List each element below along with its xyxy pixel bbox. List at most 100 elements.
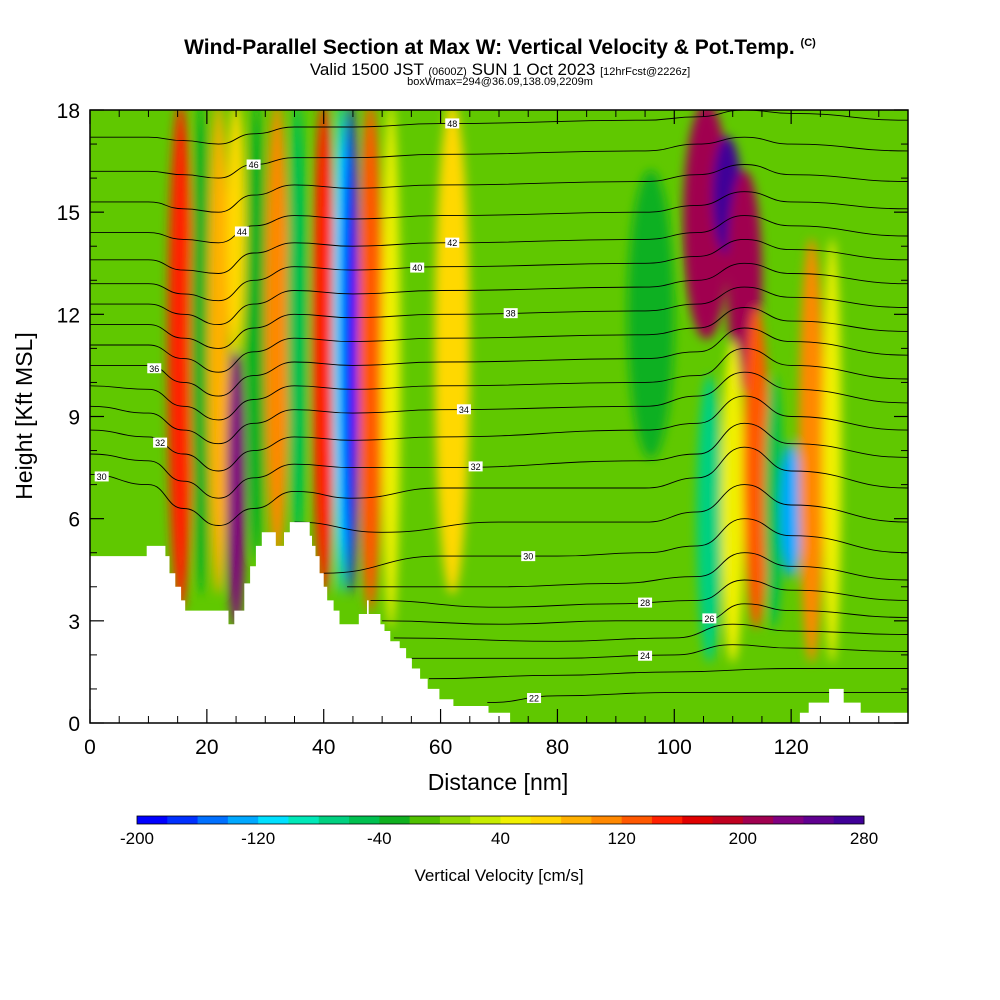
colorbar: -200 -120 -40 40 120 200 280 <box>120 815 878 848</box>
colorbar-swatch <box>500 816 532 824</box>
isentrope-label-bg <box>521 551 536 562</box>
colorbar-swatch <box>530 816 562 824</box>
isentrope-label: 26 <box>704 614 714 624</box>
colorbar-tick-label: -200 <box>120 829 154 848</box>
isentrope-line <box>90 327 908 397</box>
isentrope-line <box>411 644 908 659</box>
velocity-field <box>167 110 842 663</box>
velocity-cell <box>434 110 470 595</box>
colorbar-swatch <box>712 816 744 824</box>
isentrope-label-bg <box>153 437 168 448</box>
isentrope-line <box>90 395 908 472</box>
isentrope-line <box>428 668 908 680</box>
isentrope-label: 30 <box>97 472 107 482</box>
isentrope-label: 28 <box>640 598 650 608</box>
isentrope-line <box>90 286 908 349</box>
chart-subtitle: Valid 1500 JST (0600Z) SUN 1 Oct 2023 [1… <box>309 60 691 79</box>
x-tick-label: 80 <box>546 736 569 759</box>
isentrope-line <box>90 446 908 526</box>
velocity-cell <box>381 110 401 629</box>
isentrope-label-bg <box>638 597 653 608</box>
colorbar-tick-label: 200 <box>729 829 757 848</box>
colorbar-tick-label: 280 <box>850 829 878 848</box>
isentrope-label: 44 <box>237 227 247 237</box>
isentrope-line <box>90 422 908 499</box>
colorbar-swatch <box>227 816 259 824</box>
colorbar-swatch <box>137 816 168 824</box>
x-axis-title: Distance [nm] <box>428 769 569 795</box>
colorbar-swatch <box>833 816 865 824</box>
velocity-cell <box>696 374 723 663</box>
x-tick-label: 120 <box>774 736 809 759</box>
isentrope-label-bg <box>94 471 109 482</box>
isentrope-line <box>90 215 908 274</box>
y-axis-title: Height [Kft MSL] <box>11 332 37 499</box>
isentrope-line <box>370 579 908 608</box>
colorbar-swatch <box>803 816 835 824</box>
isentrope-label-bg <box>527 693 542 704</box>
colorbar-swatch <box>621 816 653 824</box>
colorbar-swatch <box>470 816 501 824</box>
velocity-cell <box>764 374 783 629</box>
velocity-cell <box>190 110 212 595</box>
isentrope-label: 22 <box>529 694 539 704</box>
velocity-cell <box>246 110 268 561</box>
plot-area: 22 24 26 28 30 30 32 32 34 36 38 40 42 44 46 48 <box>90 110 908 723</box>
y-tick-label: 9 <box>68 407 80 430</box>
x-tick-label: 20 <box>195 736 218 759</box>
y-tick-label: 18 <box>57 100 80 123</box>
isentrope-line <box>393 623 908 642</box>
isentrope-line <box>90 347 908 421</box>
isentrope-label-bg <box>445 237 460 248</box>
colorbar-swatch <box>379 816 411 824</box>
y-tick-label: 15 <box>57 202 80 225</box>
copyright-mark: (C) <box>800 37 816 49</box>
isentrope-label: 24 <box>640 651 650 661</box>
velocity-cell <box>627 170 675 459</box>
x-tick-label: 100 <box>657 736 692 759</box>
isentrope-label: 36 <box>149 364 159 374</box>
x-tick-label: 40 <box>312 736 335 759</box>
isentrope-label-bg <box>456 404 471 415</box>
colorbar-swatch <box>288 816 320 824</box>
velocity-cell <box>743 306 769 629</box>
isentrope-label: 30 <box>523 552 533 562</box>
colorbar-swatch <box>258 816 289 824</box>
colorbar-swatch <box>349 816 380 824</box>
velocity-cell <box>312 110 336 595</box>
velocity-cell <box>265 110 289 561</box>
isentrope-line <box>382 603 908 625</box>
isentrope-label-bg <box>638 650 653 661</box>
colorbar-title: Vertical Velocity [cm/s] <box>414 866 583 885</box>
isentrope-label: 40 <box>412 263 422 273</box>
isentrope-label-bg <box>445 118 460 129</box>
y-tick-label: 12 <box>57 304 80 327</box>
y-tick-label: 3 <box>68 611 80 634</box>
isentrope-lines: 22 24 26 28 30 30 32 32 34 36 38 40 42 44 46 48 <box>90 110 908 704</box>
isentrope-line <box>90 136 908 179</box>
x-tick-label: 0 <box>84 736 96 759</box>
velocity-cell <box>780 442 802 578</box>
velocity-cell <box>721 340 745 663</box>
isentrope-line <box>90 262 908 326</box>
velocity-cell <box>286 110 308 544</box>
isentrope-label: 42 <box>447 238 457 248</box>
colorbar-swatch <box>591 816 623 824</box>
isentrope-label: 46 <box>249 160 259 170</box>
colorbar-swatch <box>561 816 592 824</box>
isentrope-line <box>323 518 908 574</box>
velocity-cell <box>798 238 825 663</box>
isentrope-label-bg <box>503 308 518 319</box>
colorbar-swatch <box>773 816 804 824</box>
colorbar-tick-label: 40 <box>491 829 510 848</box>
velocity-cell <box>822 238 842 663</box>
colorbar-swatch <box>197 816 229 824</box>
isentrope-line <box>90 238 908 302</box>
terrain-mask <box>90 522 908 723</box>
isentrope-label-bg <box>410 262 425 273</box>
y-tick-label: 0 <box>68 713 80 736</box>
isentrope-label-bg <box>468 461 483 472</box>
colorbar-swatch <box>409 816 441 824</box>
